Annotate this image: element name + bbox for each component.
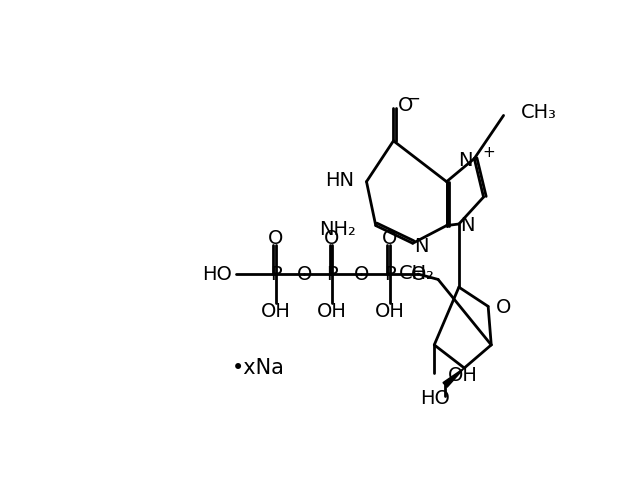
Text: OH: OH (317, 302, 347, 320)
Text: HO: HO (420, 390, 451, 408)
Text: N: N (414, 237, 429, 256)
Polygon shape (443, 368, 464, 388)
Text: N: N (458, 150, 473, 170)
Text: +: + (482, 145, 495, 160)
Text: OH: OH (374, 302, 404, 320)
Text: −: − (406, 90, 420, 108)
Text: OH: OH (260, 302, 291, 320)
Text: P: P (270, 264, 282, 283)
Text: NH₂: NH₂ (319, 220, 356, 239)
Text: O: O (296, 264, 312, 283)
Text: OH: OH (448, 366, 478, 385)
Text: O: O (353, 264, 369, 283)
Text: HN: HN (325, 170, 354, 190)
Text: O: O (382, 229, 397, 248)
Text: O: O (496, 298, 511, 318)
Text: CH₃: CH₃ (520, 103, 556, 122)
Text: N: N (460, 216, 475, 235)
Text: CH₂: CH₂ (399, 264, 435, 283)
Text: O: O (410, 264, 426, 283)
Text: •xNa: •xNa (232, 358, 285, 378)
Text: P: P (384, 264, 396, 283)
Text: HO: HO (202, 264, 232, 283)
Text: O: O (324, 229, 340, 248)
Text: P: P (326, 264, 338, 283)
Text: O: O (398, 96, 413, 115)
Text: O: O (268, 229, 284, 248)
